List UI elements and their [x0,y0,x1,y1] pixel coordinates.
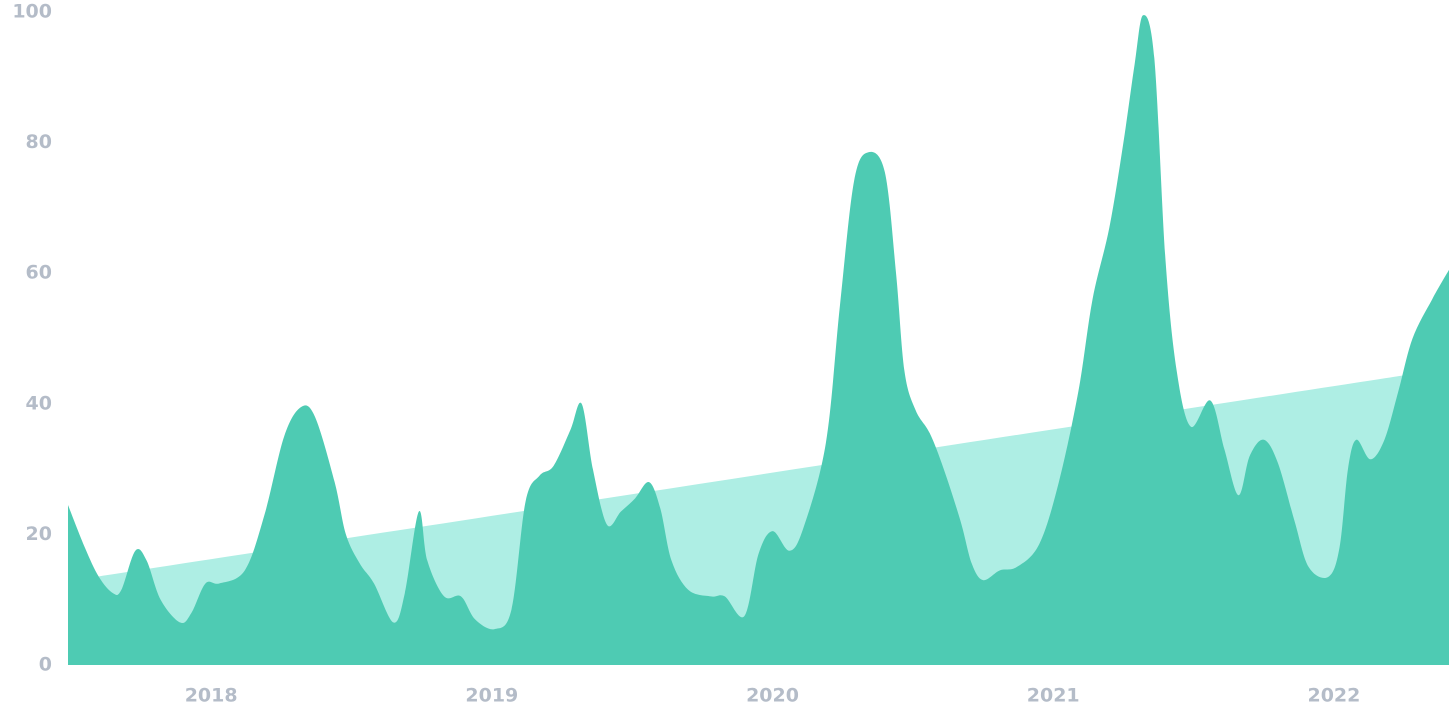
y-tick-label: 20 [26,523,52,545]
x-tick-label: 2020 [746,685,799,707]
y-tick-label: 40 [26,392,52,414]
y-tick-label: 100 [12,1,52,23]
x-tick-label: 2018 [185,685,238,707]
y-tick-label: 60 [26,262,52,284]
y-tick-label: 0 [39,654,52,676]
area [68,15,1449,665]
y-tick-label: 80 [26,131,52,153]
x-tick-label: 2022 [1307,685,1360,707]
x-tick-label: 2021 [1027,685,1080,707]
x-tick-label: 2019 [465,685,518,707]
